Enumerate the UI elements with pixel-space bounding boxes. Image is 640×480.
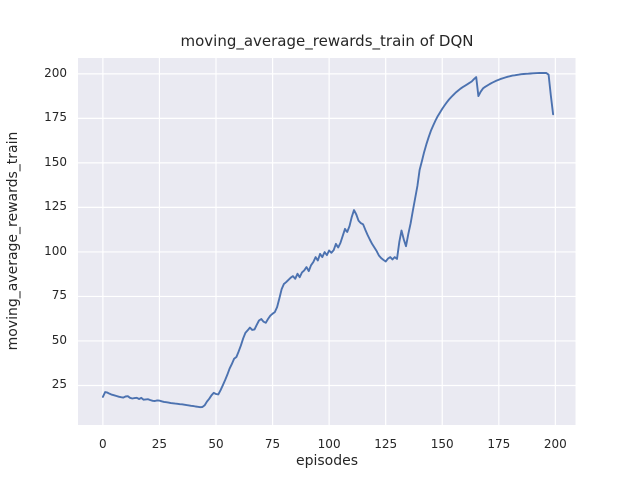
y-tick-label: 50 (51, 332, 67, 347)
chart-title: moving_average_rewards_train of DQN (180, 32, 474, 50)
axes-background (78, 58, 576, 425)
x-tick-label: 150 (430, 437, 454, 451)
y-axis-label: moving_average_rewards_train (5, 131, 21, 351)
x-tick-label: 25 (151, 437, 168, 451)
x-tick-label: 0 (99, 437, 107, 451)
y-tick-label: 200 (44, 65, 67, 80)
data-line (101, 72, 555, 409)
y-tick-label: 75 (51, 288, 67, 303)
x-tick-label: 175 (487, 437, 511, 451)
x-tick-label: 50 (208, 437, 224, 451)
x-tick-label: 125 (374, 437, 398, 451)
y-tick-label: 175 (44, 110, 67, 125)
y-tick-label: 100 (44, 243, 67, 258)
y-tick-label: 125 (44, 199, 67, 214)
x-axis-label: episodes (295, 453, 359, 469)
y-tick-label: 25 (51, 377, 67, 392)
x-tick-label: 75 (264, 437, 281, 451)
x-tick-label: 200 (543, 437, 567, 451)
x-tick-label: 100 (317, 437, 341, 451)
y-tick-label: 150 (44, 154, 67, 169)
